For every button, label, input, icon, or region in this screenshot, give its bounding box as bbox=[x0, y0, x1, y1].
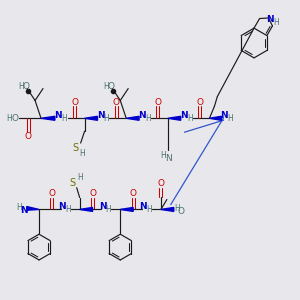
Text: S: S bbox=[70, 178, 76, 188]
Text: N: N bbox=[58, 202, 66, 211]
Text: O: O bbox=[89, 189, 96, 198]
Text: H: H bbox=[227, 114, 233, 123]
Text: H: H bbox=[103, 114, 109, 123]
Polygon shape bbox=[168, 116, 181, 120]
Text: O: O bbox=[130, 189, 137, 198]
Text: O: O bbox=[113, 98, 120, 107]
Text: N: N bbox=[54, 111, 62, 120]
Text: O: O bbox=[177, 207, 184, 216]
Text: H: H bbox=[145, 114, 151, 123]
Text: N: N bbox=[20, 206, 28, 215]
Text: H: H bbox=[103, 82, 109, 91]
Text: H: H bbox=[79, 149, 85, 158]
Polygon shape bbox=[120, 208, 133, 212]
Text: H: H bbox=[18, 82, 24, 91]
Polygon shape bbox=[161, 208, 174, 212]
Polygon shape bbox=[209, 116, 221, 120]
Text: H: H bbox=[6, 114, 12, 123]
Text: H: H bbox=[160, 152, 166, 160]
Text: N: N bbox=[220, 111, 228, 120]
Text: H: H bbox=[106, 205, 111, 214]
Text: O: O bbox=[12, 114, 19, 123]
Text: H: H bbox=[274, 18, 279, 27]
Text: O: O bbox=[196, 98, 203, 107]
Polygon shape bbox=[41, 116, 55, 120]
Text: H: H bbox=[16, 203, 22, 212]
Polygon shape bbox=[85, 116, 98, 120]
Text: O: O bbox=[71, 98, 78, 107]
Text: N: N bbox=[180, 111, 188, 120]
Text: N: N bbox=[99, 202, 106, 211]
Text: H: H bbox=[174, 204, 180, 213]
Text: O: O bbox=[158, 179, 164, 188]
Text: O: O bbox=[25, 132, 32, 141]
Polygon shape bbox=[126, 116, 139, 120]
Text: H: H bbox=[77, 173, 82, 182]
Text: H: H bbox=[146, 205, 152, 214]
Text: S: S bbox=[73, 143, 79, 153]
Text: H: H bbox=[187, 114, 193, 123]
Text: N: N bbox=[266, 15, 273, 24]
Text: O: O bbox=[108, 82, 115, 91]
Polygon shape bbox=[27, 207, 39, 210]
Polygon shape bbox=[80, 208, 92, 212]
Text: N: N bbox=[138, 111, 146, 120]
Text: N: N bbox=[165, 154, 172, 164]
Text: O: O bbox=[23, 82, 30, 91]
Text: N: N bbox=[97, 111, 104, 120]
Text: H: H bbox=[61, 114, 67, 123]
Text: H: H bbox=[65, 205, 70, 214]
Text: O: O bbox=[48, 189, 56, 198]
Text: N: N bbox=[139, 202, 147, 211]
Text: O: O bbox=[154, 98, 161, 107]
